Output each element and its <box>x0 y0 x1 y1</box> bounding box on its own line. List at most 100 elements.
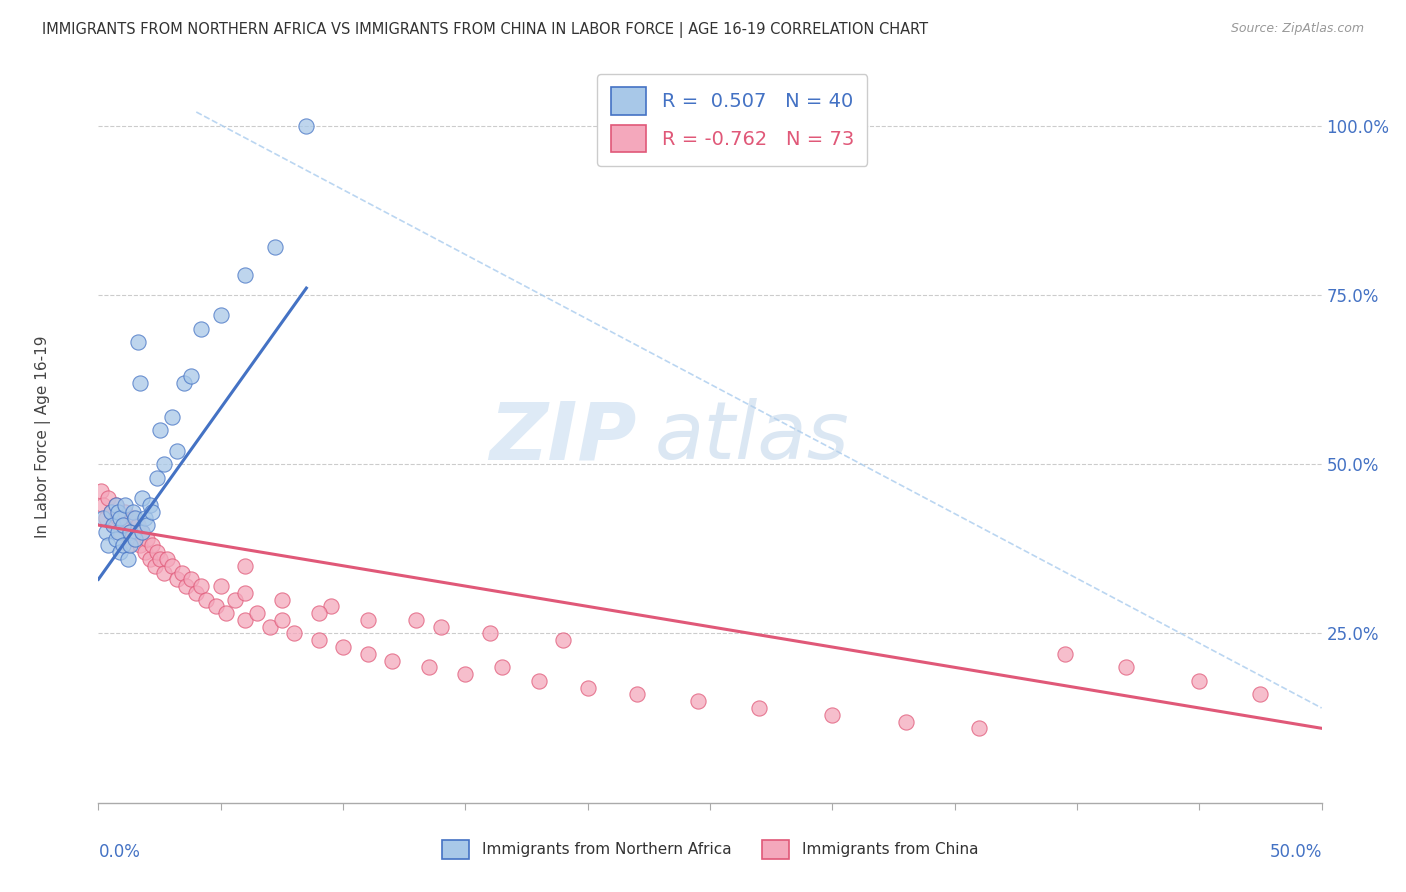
Point <box>141 505 163 519</box>
Point <box>821 707 844 722</box>
Text: ZIP: ZIP <box>489 398 637 476</box>
Point <box>100 505 122 519</box>
Point <box>117 552 139 566</box>
Point <box>153 566 176 580</box>
Point <box>121 505 143 519</box>
Point <box>91 498 114 512</box>
Point <box>110 545 132 559</box>
Point <box>214 606 236 620</box>
Text: Source: ZipAtlas.com: Source: ZipAtlas.com <box>1230 22 1364 36</box>
Point <box>319 599 342 614</box>
Point <box>270 613 294 627</box>
Point <box>209 579 232 593</box>
Point <box>94 511 117 525</box>
Point <box>91 511 114 525</box>
Point <box>107 524 129 539</box>
Point <box>1188 673 1211 688</box>
Point <box>967 721 990 735</box>
Point <box>111 538 134 552</box>
Point <box>190 579 212 593</box>
Point <box>491 660 513 674</box>
Text: In Labor Force | Age 16-19: In Labor Force | Age 16-19 <box>35 335 52 539</box>
Point <box>209 308 232 322</box>
Point <box>111 518 134 533</box>
Point <box>131 524 153 539</box>
Point <box>270 592 294 607</box>
Point <box>90 484 112 499</box>
Point <box>129 538 152 552</box>
Point <box>110 511 132 525</box>
Point <box>1115 660 1137 674</box>
Point <box>356 613 378 627</box>
Point <box>1249 688 1271 702</box>
Point <box>120 524 142 539</box>
Point <box>1053 647 1076 661</box>
Point <box>131 524 153 539</box>
Point <box>120 524 142 539</box>
Legend: Immigrants from Northern Africa, Immigrants from China: Immigrants from Northern Africa, Immigra… <box>436 834 984 864</box>
Point <box>553 633 575 648</box>
Point <box>120 538 142 552</box>
Point <box>104 532 127 546</box>
Point <box>478 626 501 640</box>
Point <box>381 654 404 668</box>
Point <box>139 552 162 566</box>
Point <box>97 491 120 505</box>
Point <box>127 335 149 350</box>
Text: IMMIGRANTS FROM NORTHERN AFRICA VS IMMIGRANTS FROM CHINA IN LABOR FORCE | AGE 16: IMMIGRANTS FROM NORTHERN AFRICA VS IMMIG… <box>42 22 928 38</box>
Point <box>94 524 117 539</box>
Point <box>430 620 453 634</box>
Point <box>233 613 256 627</box>
Point <box>190 322 212 336</box>
Point <box>186 586 208 600</box>
Point <box>153 457 176 471</box>
Point <box>110 524 132 539</box>
Point <box>170 566 193 580</box>
Point <box>576 681 599 695</box>
Point <box>149 423 172 437</box>
Point <box>308 633 330 648</box>
Point <box>205 599 228 614</box>
Point <box>136 518 159 533</box>
Point <box>114 505 136 519</box>
Point <box>143 558 166 573</box>
Text: 0.0%: 0.0% <box>98 843 141 861</box>
Point <box>308 606 330 620</box>
Point <box>134 511 156 525</box>
Point <box>332 640 354 654</box>
Point <box>176 579 198 593</box>
Point <box>134 545 156 559</box>
Point <box>166 443 188 458</box>
Point <box>104 498 127 512</box>
Point <box>454 667 477 681</box>
Point <box>156 552 179 566</box>
Point <box>283 626 305 640</box>
Point <box>101 518 124 533</box>
Point <box>418 660 440 674</box>
Point <box>180 572 202 586</box>
Point <box>295 119 318 133</box>
Point <box>748 701 770 715</box>
Point <box>894 714 917 729</box>
Point <box>160 409 183 424</box>
Point <box>233 586 256 600</box>
Point <box>246 606 269 620</box>
Point <box>263 240 285 254</box>
Point <box>107 505 129 519</box>
Point <box>146 545 169 559</box>
Point <box>166 572 188 586</box>
Point <box>160 558 183 573</box>
Text: atlas: atlas <box>655 398 849 476</box>
Point <box>129 376 152 390</box>
Point <box>405 613 427 627</box>
Point <box>626 688 648 702</box>
Point <box>259 620 281 634</box>
Point <box>114 498 136 512</box>
Point <box>195 592 218 607</box>
Point <box>173 376 195 390</box>
Point <box>686 694 709 708</box>
Point <box>124 532 146 546</box>
Point <box>131 491 153 505</box>
Point <box>356 647 378 661</box>
Point <box>233 268 256 282</box>
